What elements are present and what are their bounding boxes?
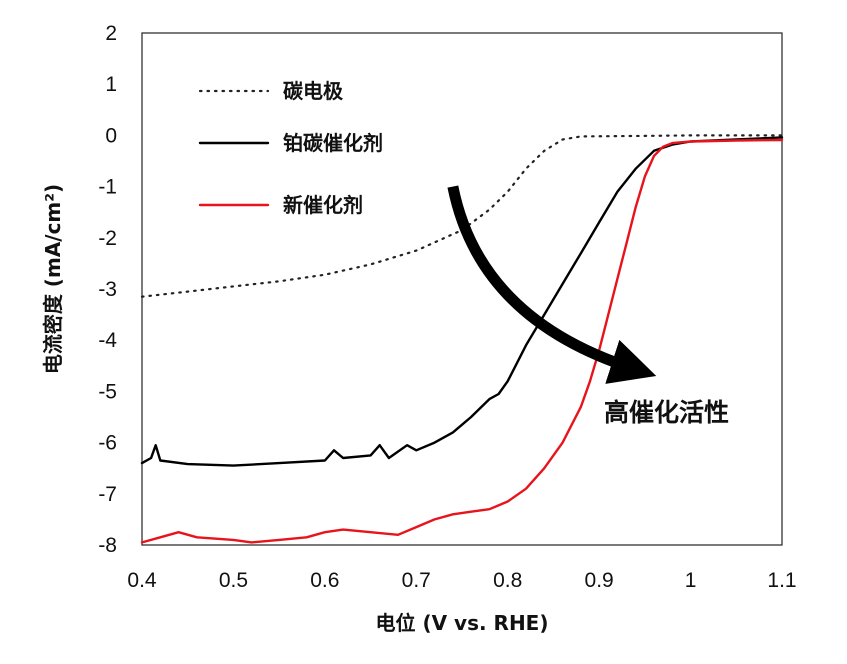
y-tick-label: -5: [98, 380, 117, 403]
y-axis-title: 电流密度 (mA/cm²): [41, 184, 65, 374]
y-tick-label: 2: [105, 22, 117, 45]
series-line-1: [140, 134, 784, 298]
y-tick-label: -6: [98, 432, 117, 455]
y-tick-label: -2: [98, 227, 117, 250]
x-tick-label: 0.8: [493, 569, 522, 592]
annotation-label: 高催化活性: [604, 398, 729, 427]
x-axis-title: 电位 (V vs. RHE): [376, 611, 549, 635]
x-tick-label: 0.6: [310, 569, 339, 592]
x-tick-label: 0.9: [585, 569, 614, 592]
y-tick-label: -4: [98, 329, 117, 352]
y-tick-label: -3: [98, 278, 117, 301]
y-tick-label: 1: [105, 73, 117, 96]
x-tick-label: 1: [685, 569, 697, 592]
x-tick-labels: 0.4 0.5 0.6 0.7 0.8 0.9 1 1.1: [127, 569, 796, 592]
y-tick-label: 0: [105, 124, 117, 147]
x-tick-label: 0.4: [127, 569, 157, 592]
x-tick-label: 1.1: [767, 569, 796, 592]
series-line-3: [140, 138, 784, 544]
plot-frame: [141, 32, 783, 546]
legend-label: 铂碳催化剂: [283, 131, 383, 155]
y-tick-label: -1: [98, 176, 117, 199]
x-tick-label: 0.5: [219, 569, 248, 592]
x-tick-label: 0.7: [402, 569, 431, 592]
y-tick-labels: 2 1 0 -1 -2 -3 -4 -5 -6 -7 -8: [98, 22, 117, 557]
annotation: 高催化活性: [447, 185, 729, 427]
arrow-icon: [447, 185, 657, 384]
series-line-2: [140, 136, 784, 467]
legend-label: 碳电极: [283, 79, 344, 103]
y-tick-label: -8: [98, 534, 117, 557]
y-tick-label: -7: [98, 483, 117, 506]
legend-label: 新催化剂: [283, 193, 363, 217]
series-layer: [140, 134, 784, 544]
